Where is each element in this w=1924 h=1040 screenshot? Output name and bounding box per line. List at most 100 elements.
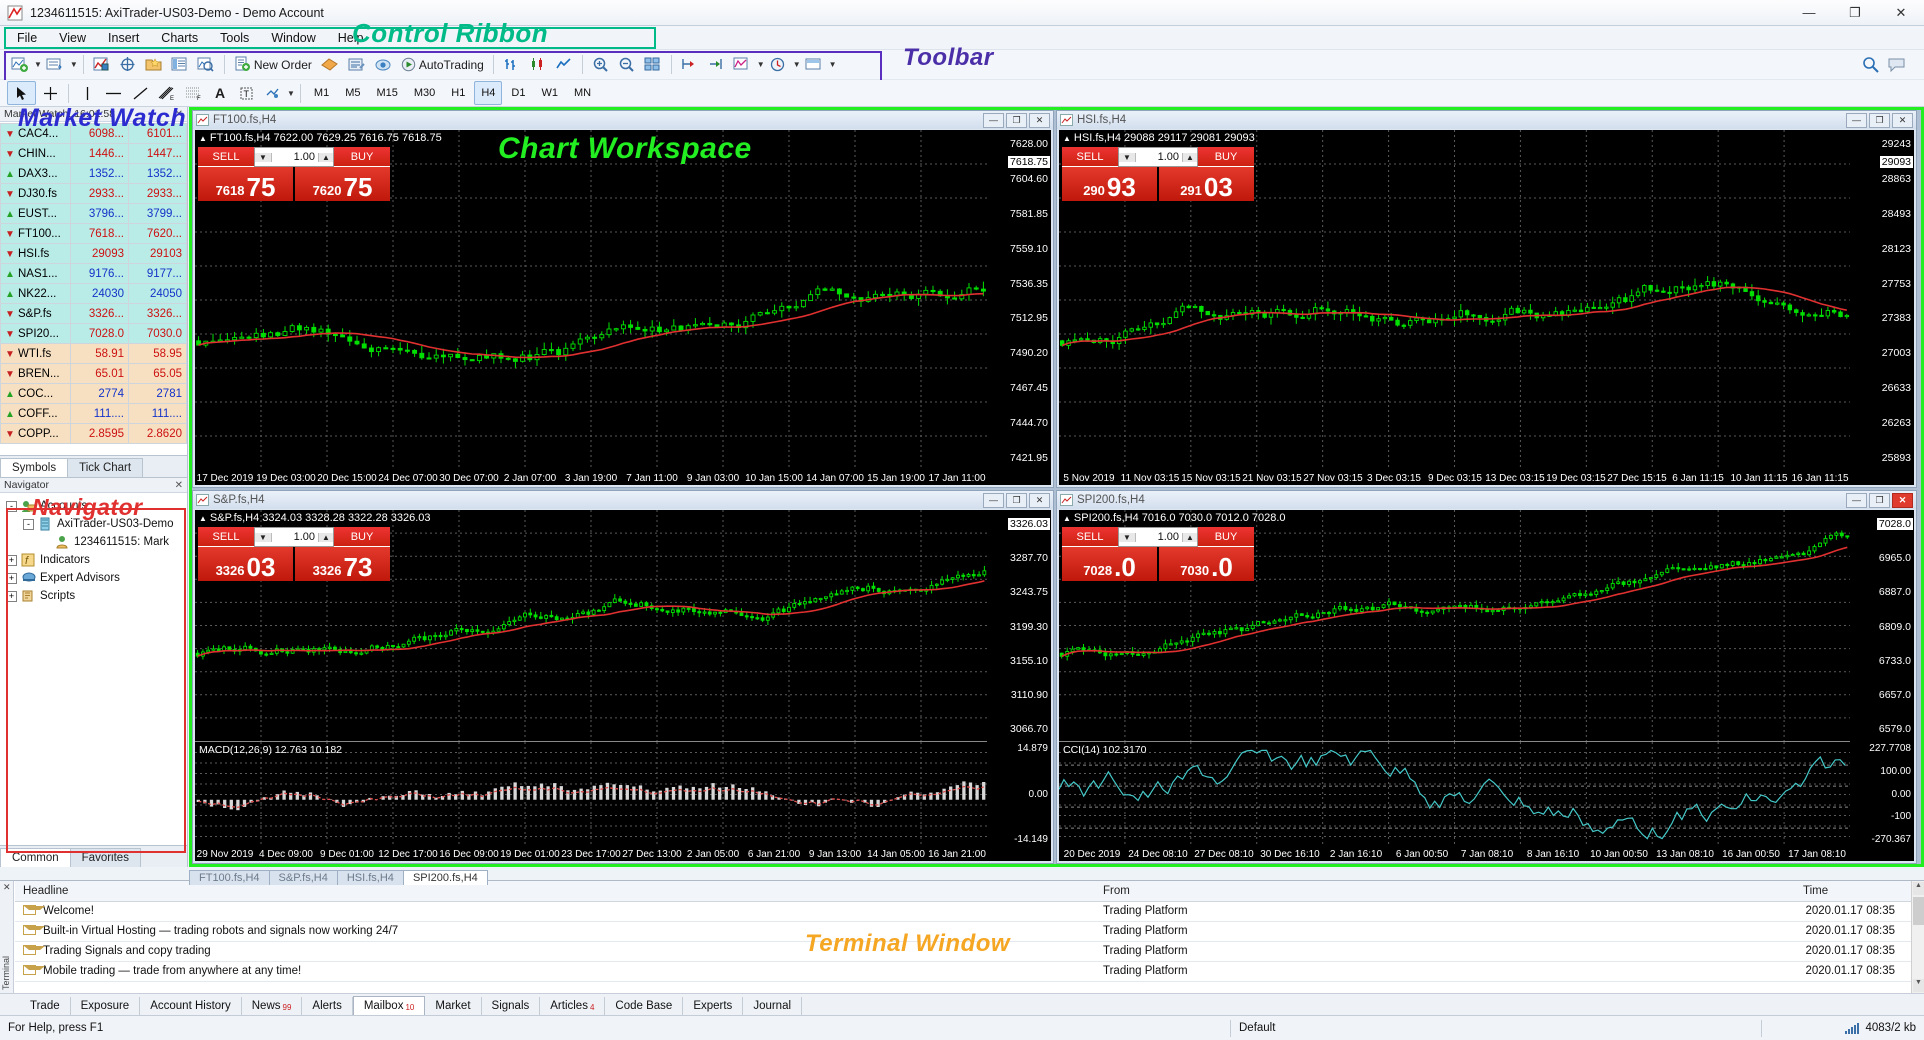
arrows-icon[interactable]: [260, 81, 284, 105]
chart-window-titlebar[interactable]: FT100.fs,H4 — ❐ ✕: [193, 111, 1053, 129]
search-icon[interactable]: [1858, 53, 1882, 77]
timeframe-m15[interactable]: M15: [376, 87, 398, 99]
period-dropdown-icon[interactable]: ▼: [792, 60, 801, 69]
sell-button[interactable]: SELL: [1062, 527, 1118, 547]
tab-tick-chart[interactable]: Tick Chart: [67, 458, 144, 477]
tree-expander-icon[interactable]: -: [6, 500, 17, 512]
timeframe-m1[interactable]: M1: [313, 87, 330, 99]
chart-canvas[interactable]: MACD(12,26,9) 12.763 10.182 14.879 0.00 -14…: [195, 510, 1051, 861]
terminal-tab-journal[interactable]: Journal: [743, 997, 803, 1015]
market-watch-close-icon[interactable]: ✕: [174, 108, 183, 120]
horizontal-line-icon[interactable]: [101, 81, 126, 105]
navigator-node[interactable]: 1234611515: Mark: [2, 533, 185, 551]
terminal-scrollbar[interactable]: ▲ ▼: [1911, 881, 1924, 1015]
chart-tab[interactable]: HSI.fs,H4: [336, 870, 404, 885]
volume-dropdown-icon[interactable]: ▼: [255, 532, 272, 542]
one-click-trading-panel[interactable]: SELL ▼ 1.00 ▲ BUY 7028.0 7030.0: [1062, 527, 1254, 581]
timeframe-d1[interactable]: D1: [511, 87, 526, 99]
market-watch-row[interactable]: ▼ SPI20... 7028.0 7030.0: [0, 323, 187, 344]
bid-price-display[interactable]: 290 93: [1062, 167, 1157, 201]
chart-minimize-button[interactable]: —: [1846, 112, 1867, 128]
text-label-icon[interactable]: T: [234, 81, 258, 105]
terminal-tab-account-history[interactable]: Account History: [140, 997, 242, 1015]
profiles-icon[interactable]: [43, 53, 67, 77]
col-headline[interactable]: Headline: [15, 881, 1095, 902]
terminal-close-icon[interactable]: ✕: [3, 882, 11, 892]
price-axis[interactable]: 7628.00 7604.60 7581.85 7559.10 7536.35 7512.…: [987, 130, 1051, 470]
text-icon[interactable]: A: [214, 85, 226, 101]
cursor-icon[interactable]: [7, 81, 36, 105]
chart-tab[interactable]: FT100.fs,H4: [189, 870, 270, 885]
menu-tools[interactable]: Tools: [220, 30, 250, 45]
close-button[interactable]: ✕: [1895, 4, 1907, 20]
chart-close-button[interactable]: ✕: [1029, 492, 1050, 508]
chart-maximize-button[interactable]: ❐: [1006, 112, 1027, 128]
indicators-icon[interactable]: [730, 53, 754, 77]
volume-stepper-up-icon[interactable]: ▲: [1182, 532, 1197, 542]
table-row[interactable]: Welcome! Trading Platform 2020.01.17 08:35: [15, 901, 1911, 922]
bid-price-display[interactable]: 7618 75: [198, 167, 293, 201]
chart-window-ft100[interactable]: FT100.fs,H4 — ❐ ✕ 7628.00 7604.60 7581.85 7559.…: [192, 110, 1054, 488]
terminal-tab-trade[interactable]: Trade: [20, 997, 71, 1015]
candlestick-chart-icon[interactable]: [526, 53, 550, 77]
timeframe-mn[interactable]: MN: [573, 87, 592, 99]
market-watch-row[interactable]: ▼ S&P.fs 3326... 3326...: [0, 303, 187, 324]
market-watch-row[interactable]: ▲ COFF... 111.... 111....: [0, 403, 187, 424]
navigator-node[interactable]: + Expert Advisors: [2, 569, 185, 587]
timeframe-w1[interactable]: W1: [541, 87, 558, 99]
time-axis[interactable]: 5 Nov 2019 11 Nov 03:15 15 Nov 03:15 21 Nov…: [1059, 470, 1850, 485]
chat-icon[interactable]: [1884, 53, 1909, 77]
mql5-community-icon[interactable]: [317, 53, 342, 77]
equidistant-channel-icon[interactable]: E: [154, 81, 179, 105]
line-chart-icon[interactable]: [552, 53, 576, 77]
data-window-icon[interactable]: [116, 53, 140, 77]
chart-tab[interactable]: SPI200.fs,H4: [402, 870, 488, 885]
templates-dropdown-icon[interactable]: ▼: [828, 60, 837, 69]
market-watch-row[interactable]: ▼ WTI.fs 58.91 58.95: [0, 343, 187, 364]
col-from[interactable]: From: [1095, 881, 1795, 902]
market-watch-row[interactable]: ▼ CAC4... 6098... 6101...: [0, 123, 187, 144]
volume-input[interactable]: ▼ 1.00 ▲: [254, 147, 334, 167]
market-watch-row[interactable]: ▼ COPP... 2.8595 2.8620: [0, 423, 187, 444]
chart-minimize-button[interactable]: —: [1846, 492, 1867, 508]
navigator-node[interactable]: + Scripts: [2, 587, 185, 605]
chart-close-button[interactable]: ✕: [1892, 492, 1913, 508]
market-watch-row[interactable]: ▼ BREN... 65.01 65.05: [0, 363, 187, 384]
volume-input[interactable]: ▼ 1.00 ▲: [254, 527, 334, 547]
chart-close-button[interactable]: ✕: [1892, 112, 1913, 128]
minimize-button[interactable]: —: [1802, 5, 1816, 20]
chart-shift-icon[interactable]: [678, 53, 702, 77]
sell-button[interactable]: SELL: [198, 527, 254, 547]
chart-canvas[interactable]: 7628.00 7604.60 7581.85 7559.10 7536.35 7512.…: [195, 130, 1051, 485]
market-watch-row[interactable]: ▲ NAS1... 9176... 9177...: [0, 263, 187, 284]
volume-dropdown-icon[interactable]: ▼: [255, 152, 272, 162]
buy-button[interactable]: BUY: [334, 147, 390, 167]
chart-window-titlebar[interactable]: S&P.fs,H4 — ❐ ✕: [193, 491, 1053, 509]
menu-charts[interactable]: Charts: [161, 30, 199, 45]
market-watch-row[interactable]: ▲ DAX3... 1352... 1352...: [0, 163, 187, 184]
chart-window-titlebar[interactable]: HSI.fs,H4 — ❐ ✕: [1057, 111, 1916, 129]
vertical-line-icon[interactable]: [75, 81, 99, 105]
chart-canvas[interactable]: 29243 28863 28493 28123 27753 27383 27003 26633…: [1059, 130, 1914, 485]
market-watch-row[interactable]: ▲ NK22... 24030 24050: [0, 283, 187, 304]
terminal-tab-experts[interactable]: Experts: [683, 997, 744, 1015]
table-row[interactable]: Mobile trading — trade from anywhere at …: [15, 961, 1911, 982]
volume-stepper-up-icon[interactable]: ▲: [1182, 152, 1197, 162]
templates-icon[interactable]: [802, 53, 826, 77]
market-watch-row[interactable]: ▼ CHIN... 1446... 1447...: [0, 143, 187, 164]
chart-window-hsi[interactable]: HSI.fs,H4 — ❐ ✕ 29243 28863 28493 28123 27753 273…: [1056, 110, 1917, 488]
chart-tab[interactable]: S&P.fs,H4: [268, 870, 338, 885]
time-axis[interactable]: 29 Nov 2019 4 Dec 09:00 9 Dec 01:00 12 Dec …: [195, 846, 987, 861]
one-click-trading-panel[interactable]: SELL ▼ 1.00 ▲ BUY 7618 75 7620 75: [198, 147, 390, 201]
col-time[interactable]: Time: [1795, 881, 1911, 902]
period-icon[interactable]: [766, 53, 790, 77]
sell-button[interactable]: SELL: [198, 147, 254, 167]
indicators-dropdown-icon[interactable]: ▼: [756, 60, 765, 69]
ask-price-display[interactable]: 291 03: [1159, 167, 1254, 201]
tree-expander-icon[interactable]: +: [6, 572, 17, 584]
tree-expander-icon[interactable]: -: [23, 518, 34, 530]
chart-collapse-icon[interactable]: ▲: [199, 514, 207, 523]
bid-price-display[interactable]: 3326 03: [198, 547, 293, 581]
tab-favorites[interactable]: Favorites: [69, 848, 141, 867]
buy-button[interactable]: BUY: [334, 527, 390, 547]
